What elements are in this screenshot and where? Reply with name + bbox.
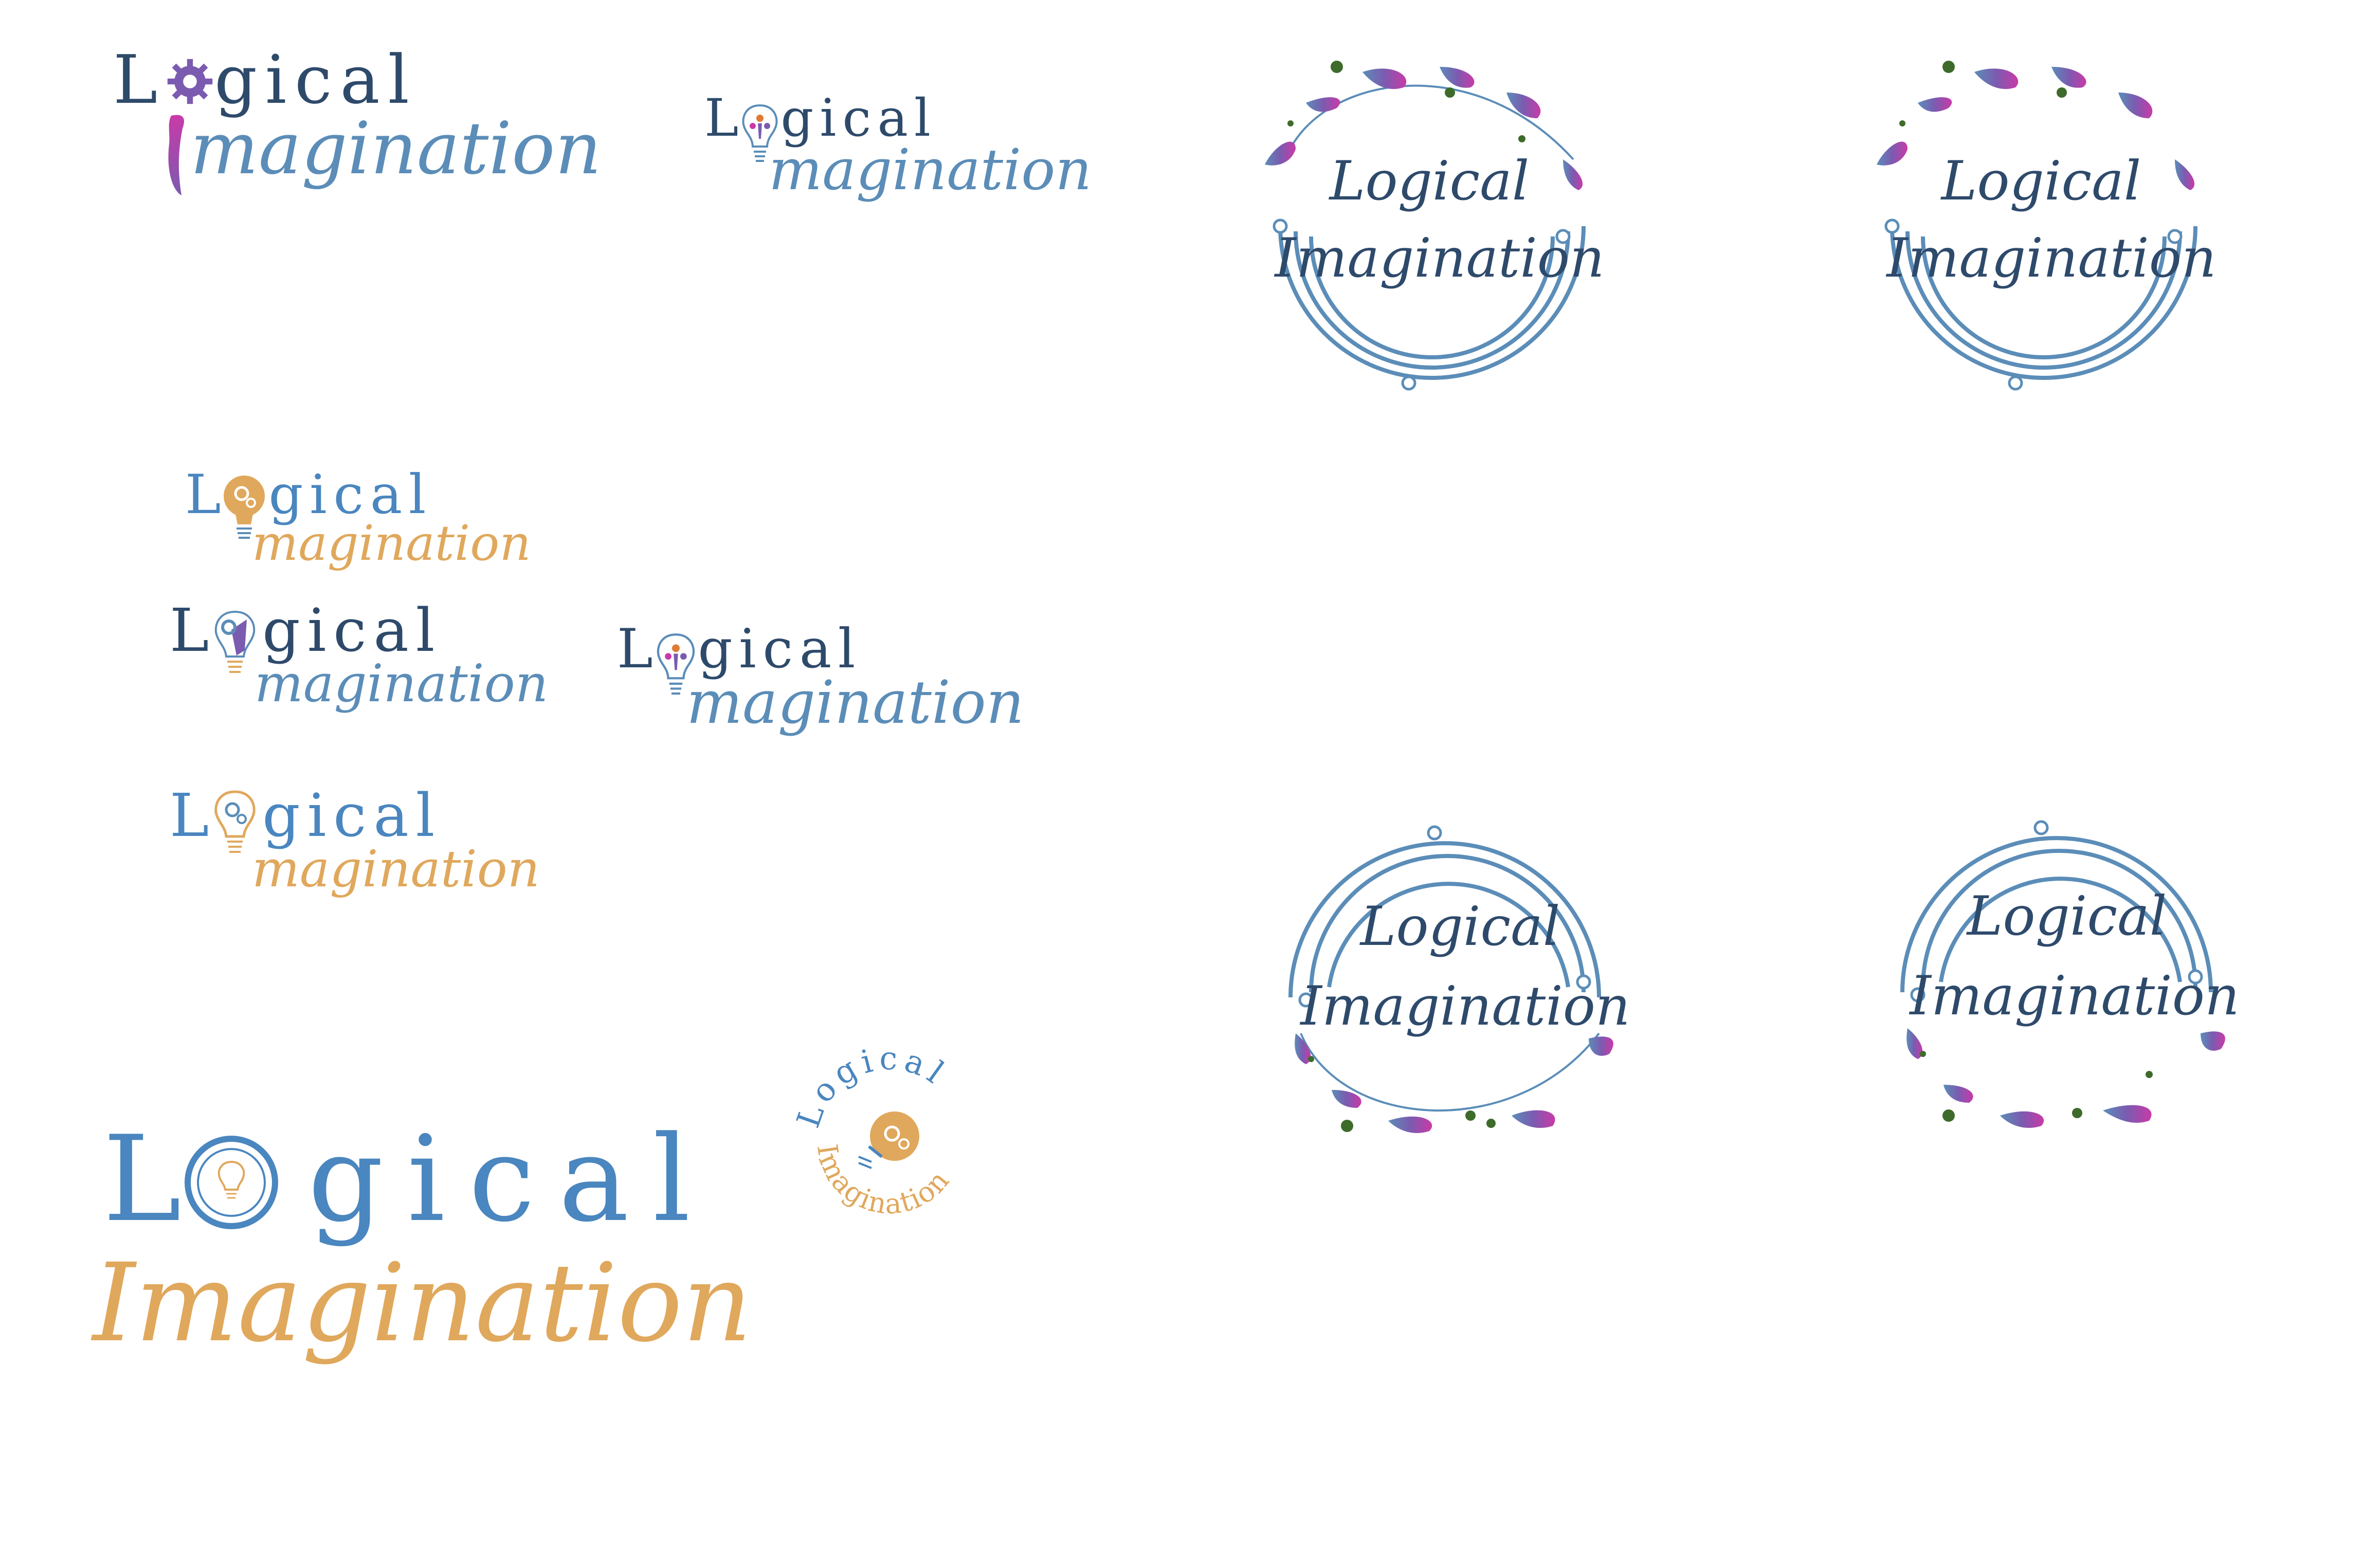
lightbulb-icon xyxy=(224,476,265,539)
badge-circuit-petals-4: Logical Imagination xyxy=(1892,807,2252,1157)
petal-ornament xyxy=(1295,1033,1613,1133)
logo-letter-l: L xyxy=(170,596,216,665)
logo-word-gical: gical xyxy=(698,617,862,680)
circuit-ring-icon xyxy=(1278,226,1586,380)
lightbulb-icon xyxy=(214,610,256,673)
petal-ornament xyxy=(1877,67,2195,190)
badge-word-imagination: Imagination xyxy=(1886,227,2217,289)
logo-letter-l: L xyxy=(704,88,745,148)
logo-word-magination: magination xyxy=(686,668,1024,737)
seal-word-logical: Logical xyxy=(789,1040,950,1133)
circuit-bulb-icon xyxy=(185,1136,278,1229)
logo-word-gical: gical xyxy=(780,88,937,148)
logo-gear-brush: L gical magination xyxy=(113,46,602,211)
petal-ornament xyxy=(1265,67,1583,190)
badge-word-imagination: Imagination xyxy=(1300,975,1630,1037)
badge-word-imagination: Imagination xyxy=(1275,227,1605,289)
badge-circuit-petals-3: Logical Imagination xyxy=(1280,812,1640,1162)
logo-word-magination: magination xyxy=(252,840,540,899)
logo-letter-l: L xyxy=(170,781,216,850)
svg-text:Logical: Logical xyxy=(789,1040,955,1133)
petal-ornament xyxy=(1906,1028,2225,1128)
lightbulb-icon xyxy=(858,1111,919,1169)
badge-circuit-petals-2: Logical Imagination xyxy=(1866,57,2226,416)
logo-word-gical: gical xyxy=(262,596,442,665)
logo-word-magination: magination xyxy=(769,137,1092,203)
badge-word-imagination: Imagination xyxy=(1910,964,2240,1027)
badge-word-logical: Logical xyxy=(1941,150,2141,212)
brush-i-icon xyxy=(168,115,185,195)
lightbulb-icon xyxy=(214,790,256,853)
logo-word-gical: gical xyxy=(262,781,442,850)
badge-word-logical: Logical xyxy=(1329,150,1530,212)
logo-letter-l: L xyxy=(103,1111,205,1248)
logo-word-gical: gical xyxy=(214,41,417,119)
lightbulb-icon xyxy=(742,104,778,162)
badge-word-logical: Logical xyxy=(1967,885,2167,947)
badge-word-logical: Logical xyxy=(1360,895,1560,958)
logo-word-gical: gical xyxy=(268,463,433,526)
logo-word-magination: magination xyxy=(190,107,602,191)
logo-letter-l: L xyxy=(113,41,166,119)
logo-circular-seal: Logical Imagination xyxy=(787,1038,992,1244)
gear-icon xyxy=(166,57,214,106)
lightbulb-icon xyxy=(657,633,695,695)
logo-letter-l: L xyxy=(617,617,660,680)
logo-word-magination: magination xyxy=(252,515,531,572)
logo-letter-l: L xyxy=(185,463,228,526)
badge-circuit-petals-1: Logical Imagination xyxy=(1255,57,1614,416)
logo-word-gical: gical xyxy=(307,1111,715,1248)
logo-word-imagination: Imagination xyxy=(93,1240,752,1366)
logo-word-magination: magination xyxy=(255,653,549,714)
